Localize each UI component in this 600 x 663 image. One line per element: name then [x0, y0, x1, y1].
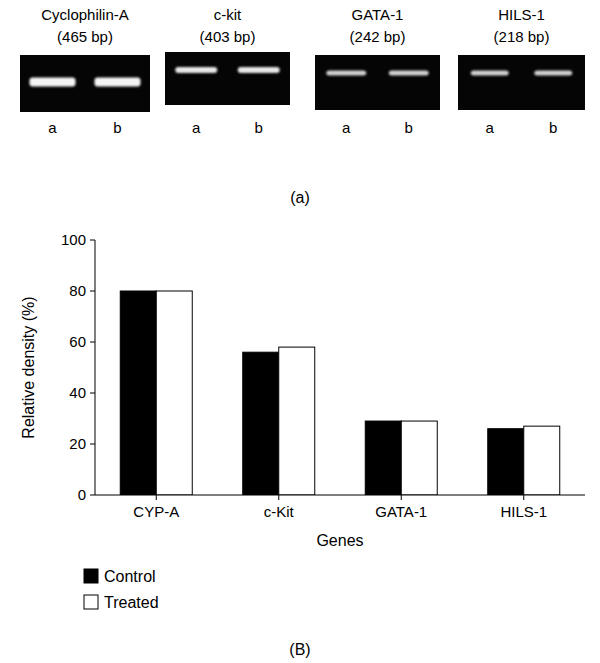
- lane-label: b: [549, 119, 557, 136]
- gel-size: (218 bp): [494, 28, 550, 45]
- gel-band: [30, 78, 76, 87]
- x-tick-label: GATA-1: [375, 503, 427, 520]
- y-axis: [95, 240, 96, 495]
- y-axis-label: Relative density (%): [20, 296, 37, 438]
- gel-panel: Cyclophilin-A (465 bp) a b: [20, 6, 150, 136]
- gel-band: [471, 71, 509, 76]
- x-tick: [523, 495, 524, 500]
- y-tick: [90, 240, 95, 241]
- lane-label: a: [342, 119, 351, 136]
- gel-gene: Cyclophilin-A: [41, 6, 129, 23]
- y-tick-label: 40: [69, 384, 86, 401]
- gel-gene: HILS-1: [498, 6, 545, 23]
- panel-caption: (B): [289, 641, 310, 658]
- y-tick-label: 20: [69, 435, 86, 452]
- y-tick-label: 80: [69, 282, 86, 299]
- legend-label: Treated: [104, 594, 159, 611]
- gel-size: (465 bp): [57, 28, 113, 45]
- x-tick-label: CYP-A: [133, 503, 179, 520]
- bar: [279, 347, 315, 495]
- gel-band: [326, 71, 366, 76]
- x-tick: [401, 495, 402, 500]
- gel-image: [315, 55, 440, 110]
- x-axis: [95, 495, 585, 496]
- gel-image: [458, 55, 585, 110]
- x-tick-label: c-Kit: [264, 503, 295, 520]
- gel-gene: GATA-1: [352, 6, 404, 23]
- x-tick: [278, 495, 279, 500]
- bars: [120, 291, 560, 495]
- lane-label: b: [405, 119, 413, 136]
- gel-size: (403 bp): [200, 28, 256, 45]
- gel-image: [20, 55, 150, 112]
- gel-panel: GATA-1 (242 bp) a b: [315, 6, 440, 136]
- gel-panel: HILS-1 (218 bp) a b: [458, 6, 585, 136]
- gel-gene: c-kit: [214, 6, 242, 23]
- lane-label: a: [48, 119, 57, 136]
- lane-label: a: [486, 119, 495, 136]
- lane-label: b: [113, 119, 121, 136]
- y-tick-label: 100: [61, 231, 86, 248]
- lane-label: a: [192, 119, 201, 136]
- gel-band: [389, 71, 429, 76]
- gel-band: [95, 78, 141, 87]
- gel-band: [238, 67, 280, 73]
- bar: [156, 291, 192, 495]
- x-tick-label: HILS-1: [500, 503, 547, 520]
- gel-image: [165, 52, 290, 105]
- x-axis-label: Genes: [316, 532, 363, 549]
- y-tick: [90, 393, 95, 394]
- bar: [243, 352, 279, 495]
- y-tick: [90, 495, 95, 496]
- gel-band: [175, 67, 217, 73]
- y-tick-label: 60: [69, 333, 86, 350]
- x-tick: [156, 495, 157, 500]
- figure: Cyclophilin-A(465 bp)abc-kit(403 bp)abGA…: [0, 0, 600, 663]
- legend-swatch: [84, 595, 98, 609]
- y-tick: [90, 444, 95, 445]
- legend-label: Control: [104, 568, 156, 585]
- bar: [120, 291, 156, 495]
- bar: [488, 429, 524, 495]
- lane-label: b: [255, 119, 263, 136]
- gel-size: (242 bp): [350, 28, 406, 45]
- panel-caption: (a): [290, 189, 310, 206]
- y-tick-label: 0: [78, 486, 86, 503]
- gel-panel: c-kit (403 bp) a b: [165, 6, 290, 136]
- y-tick: [90, 291, 95, 292]
- gel-band: [534, 71, 572, 76]
- y-tick: [90, 342, 95, 343]
- legend-swatch: [84, 569, 98, 583]
- bar: [365, 421, 401, 495]
- bar: [401, 421, 437, 495]
- legend: Control Treated: [84, 568, 159, 611]
- bar: [524, 426, 560, 495]
